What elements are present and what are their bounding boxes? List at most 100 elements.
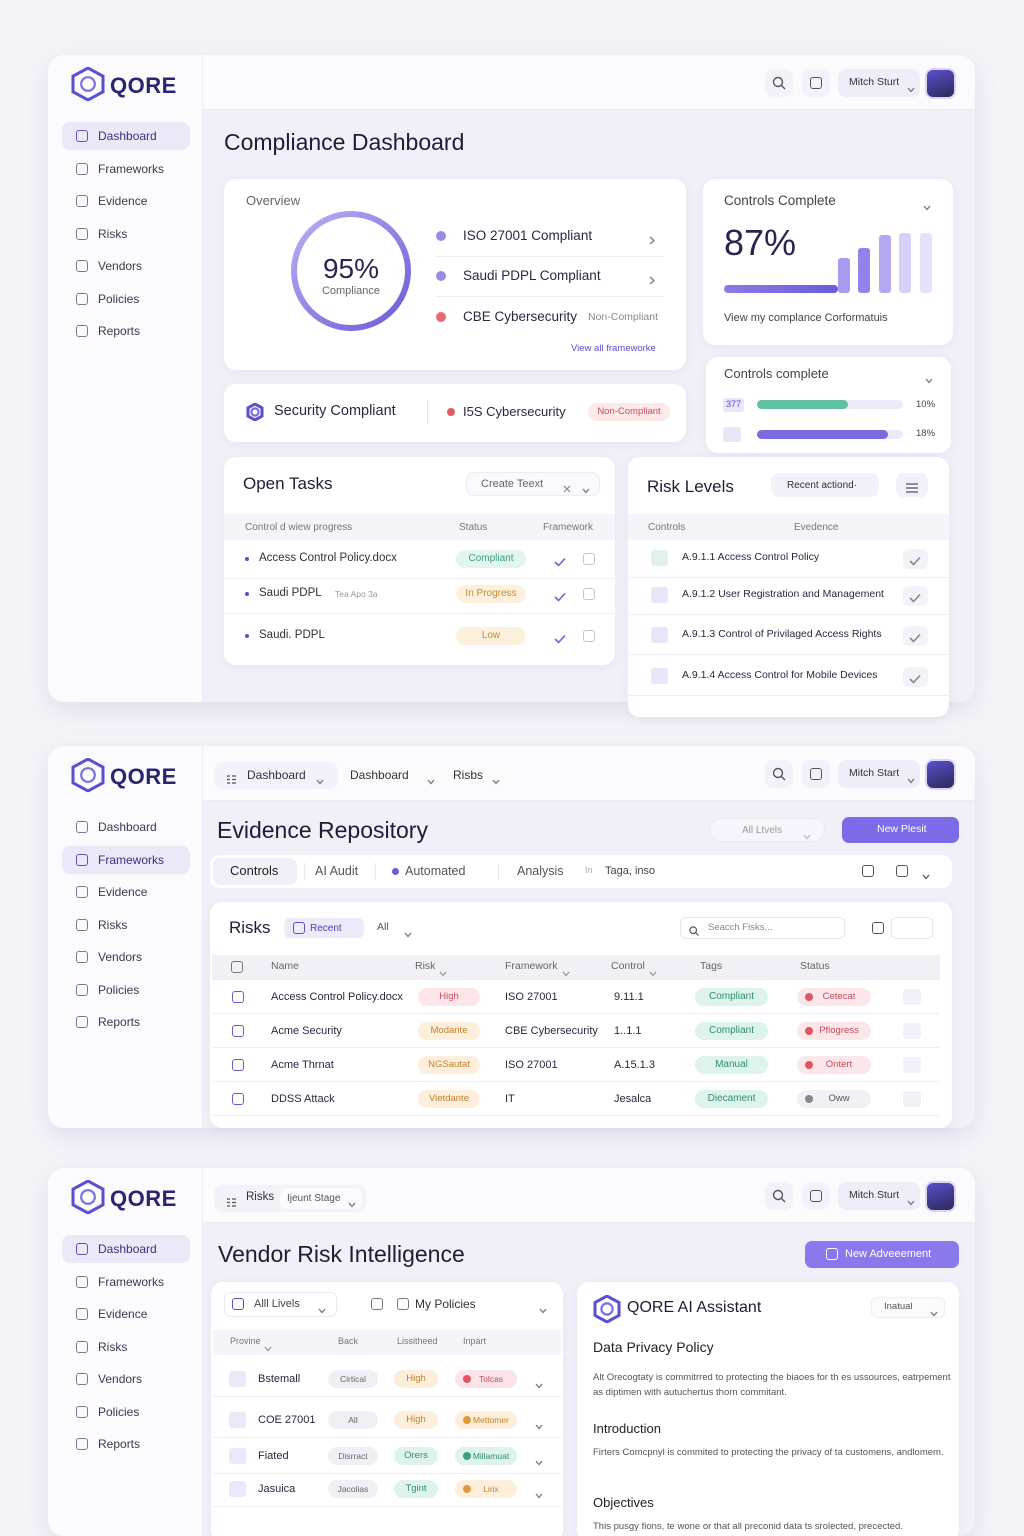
framework-item[interactable]: Saudi PDPL Compliant [463, 267, 601, 283]
tab[interactable]: AI Audit [315, 863, 359, 878]
search-button[interactable] [765, 69, 793, 97]
tab[interactable]: Automated [405, 863, 466, 878]
card-button[interactable] [802, 760, 830, 788]
icon [583, 588, 595, 600]
icon [76, 1016, 88, 1028]
table-header [212, 955, 940, 980]
card-button[interactable] [802, 1182, 830, 1210]
button[interactable] [771, 473, 879, 497]
row-icon [229, 1448, 246, 1464]
user-menu[interactable] [838, 760, 920, 788]
paragraph: Firters Comcpnyl is commited to protecti… [593, 1447, 944, 1458]
search-icon [772, 76, 786, 90]
nav-item[interactable]: Dashboard [98, 129, 157, 143]
primary-button[interactable] [805, 1241, 959, 1268]
search-button[interactable] [765, 1182, 793, 1210]
search-box[interactable] [680, 917, 845, 939]
framework-item[interactable]: ISO 27001 Compliant [463, 227, 593, 243]
nav-item[interactable]: Dashboard [98, 820, 157, 834]
icon [896, 865, 908, 877]
column-header: Risk [415, 960, 436, 973]
top-nav-item[interactable]: Dashboard [350, 768, 409, 782]
tab-bar [210, 855, 952, 888]
nav-item[interactable]: Evidence [98, 885, 148, 899]
sidebar [48, 55, 203, 702]
chevron [922, 867, 930, 880]
user-menu[interactable] [838, 69, 920, 97]
nav-item[interactable]: Reports [98, 324, 141, 338]
mode-select[interactable] [871, 1297, 945, 1318]
nav-item[interactable]: Risks [98, 917, 128, 932]
logo-mark [71, 1179, 105, 1215]
nav-item[interactable]: Policies [98, 291, 140, 306]
card-caption: View my complance Corformatuis [724, 311, 888, 324]
top-nav-item[interactable]: Risks [246, 1191, 275, 1204]
card-title: Open Tasks [243, 474, 333, 494]
row-icon [229, 1371, 246, 1387]
top-nav-item[interactable]: Dashboard [247, 768, 306, 782]
tab[interactable]: Analysis [517, 863, 564, 878]
nav-item[interactable]: Policies [98, 1404, 140, 1419]
nav-item[interactable]: Risks [98, 226, 128, 241]
icon [232, 1093, 244, 1105]
icon [583, 553, 595, 565]
card [211, 1282, 563, 1536]
menu-button[interactable] [896, 473, 928, 497]
sidebar [48, 746, 203, 1128]
policies-label[interactable]: My Policies [415, 1297, 476, 1311]
button[interactable] [466, 472, 600, 496]
chevron [582, 481, 590, 494]
logo-mark [246, 402, 264, 422]
task-name: Saudi PDPL [259, 587, 322, 600]
brand: QORE [110, 1185, 177, 1211]
nav-item[interactable]: Vendors [98, 1372, 143, 1386]
nav-item[interactable]: Frameworks [98, 1274, 165, 1289]
filter-label[interactable]: All [377, 921, 389, 934]
nav-item[interactable]: Frameworks [98, 161, 165, 176]
page-title: Compliance Dashboard [224, 128, 465, 155]
check [554, 631, 566, 644]
user-menu[interactable] [838, 1182, 920, 1210]
nav-item[interactable]: Reports [98, 1437, 141, 1451]
filter[interactable] [709, 818, 825, 842]
section-heading: Objectives [593, 1495, 654, 1511]
nav-item[interactable]: Dashboard [98, 1242, 157, 1256]
pill: Modarite [418, 1022, 480, 1040]
divider [213, 1506, 561, 1507]
nav-item[interactable]: Policies [98, 982, 140, 997]
filter[interactable] [224, 1292, 337, 1317]
nav-item[interactable]: Evidence [98, 1307, 148, 1321]
nav-item[interactable]: Vendors [98, 950, 143, 964]
search-icon [772, 1189, 786, 1203]
top-nav-item[interactable]: Risbs [453, 768, 484, 782]
icon [397, 1298, 409, 1310]
avatar [925, 759, 956, 790]
tab-note: In [585, 865, 593, 876]
nav-item[interactable]: Frameworks [98, 852, 165, 867]
link[interactable]: View all frameworke [571, 342, 656, 354]
pill: Vietdante [418, 1090, 480, 1108]
nav-item[interactable]: Risks [98, 1339, 128, 1354]
icon [76, 130, 88, 142]
task-name: Access Control Policy.docx [259, 552, 397, 565]
pill: Manual [695, 1056, 768, 1074]
divider [213, 1396, 561, 1397]
search-button[interactable] [765, 760, 793, 788]
primary-button[interactable] [842, 817, 959, 843]
search-placeholder: Seacch Fisks... [708, 921, 773, 933]
menu-button[interactable] [891, 917, 933, 939]
pill: Ontert [797, 1056, 871, 1074]
status-dot [805, 993, 813, 1001]
divider [224, 578, 615, 579]
card-button[interactable] [802, 69, 830, 97]
tab[interactable]: Controls [230, 863, 279, 879]
nav-item[interactable]: Vendors [98, 259, 143, 273]
icon [76, 886, 88, 898]
nav-item[interactable]: Evidence [98, 194, 148, 208]
kpi-value: 87% [724, 222, 797, 263]
cell: ISO 27001 [505, 990, 558, 1003]
icon [76, 983, 88, 996]
framework-item[interactable]: CBE Cybersecurity [463, 308, 578, 324]
nav-item[interactable]: Reports [98, 1015, 141, 1029]
